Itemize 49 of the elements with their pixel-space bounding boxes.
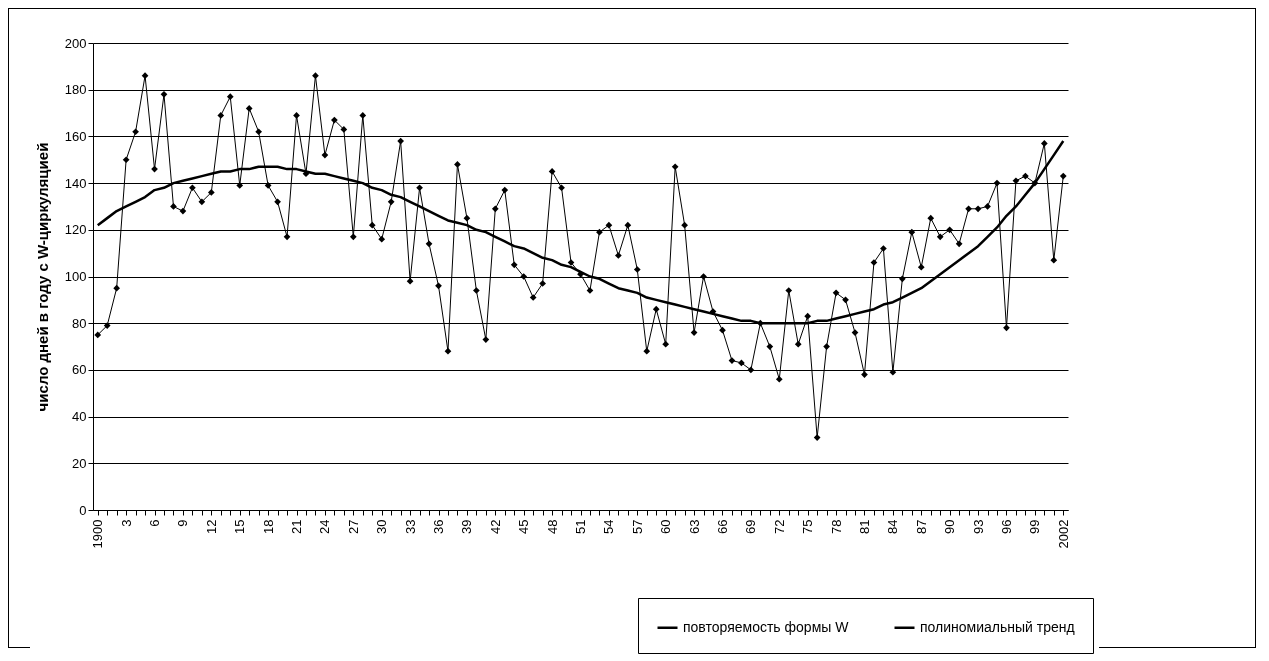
- x-tick-label: 27: [345, 519, 361, 534]
- y-tick-label: 60: [72, 362, 87, 378]
- y-tick-label: 180: [64, 82, 87, 98]
- x-tick-label: 48: [544, 519, 560, 534]
- x-tick-label: 36: [431, 519, 447, 534]
- x-tick-label: 51: [573, 519, 588, 534]
- y-tick-label: 120: [64, 222, 87, 238]
- x-tick-label: 15: [232, 519, 248, 534]
- x-tick-label: 66: [714, 519, 730, 534]
- y-tick-label: 40: [72, 409, 87, 425]
- x-tick-label: 30: [374, 519, 390, 534]
- x-tick-label: 90: [942, 519, 958, 534]
- x-tick-label: 99: [1027, 519, 1043, 534]
- x-tick-label: 2002: [1055, 519, 1071, 549]
- x-tick-label: 1900: [90, 519, 106, 549]
- y-tick-label: 80: [72, 315, 87, 331]
- x-tick-label: 81: [856, 519, 872, 534]
- x-tick-label: 45: [516, 519, 532, 534]
- x-tick-label: 3: [118, 519, 134, 527]
- y-tick-label: 160: [64, 128, 87, 144]
- x-tick-label: 42: [487, 519, 503, 534]
- x-tick-label: 78: [828, 519, 844, 534]
- x-tick-label: 93: [970, 519, 986, 534]
- y-tick-label: 140: [64, 175, 87, 191]
- x-tick-label: 18: [260, 519, 276, 534]
- y-tick-label: 0: [79, 502, 87, 518]
- x-tick-label: 33: [402, 519, 418, 534]
- x-tick-label: 21: [289, 519, 305, 534]
- x-tick-label: 9: [175, 519, 191, 527]
- x-tick-label: 54: [601, 519, 617, 534]
- x-tick-label: 72: [771, 519, 787, 534]
- x-tick-label: 96: [998, 519, 1014, 534]
- x-tick-label: 60: [658, 519, 674, 534]
- y-tick-label: 200: [64, 35, 87, 51]
- legend-label: полиномиальный тренд: [920, 618, 1075, 635]
- y-tick-label: 100: [64, 269, 87, 284]
- legend-label: повторяемость формы W: [683, 618, 850, 635]
- x-tick-label: 24: [317, 519, 333, 534]
- x-tick-label: 6: [147, 519, 163, 527]
- x-tick-label: 75: [800, 519, 816, 534]
- x-tick-label: 63: [686, 519, 702, 534]
- x-tick-label: 84: [885, 519, 901, 534]
- x-tick-label: 87: [913, 519, 929, 534]
- x-tick-label: 57: [629, 519, 645, 534]
- x-tick-label: 39: [459, 519, 475, 534]
- x-tick-label: 12: [203, 519, 219, 534]
- y-axis-title: число дней в году с W-циркуляцией: [33, 142, 51, 412]
- y-tick-label: 20: [72, 455, 87, 471]
- x-tick-label: 69: [743, 519, 759, 534]
